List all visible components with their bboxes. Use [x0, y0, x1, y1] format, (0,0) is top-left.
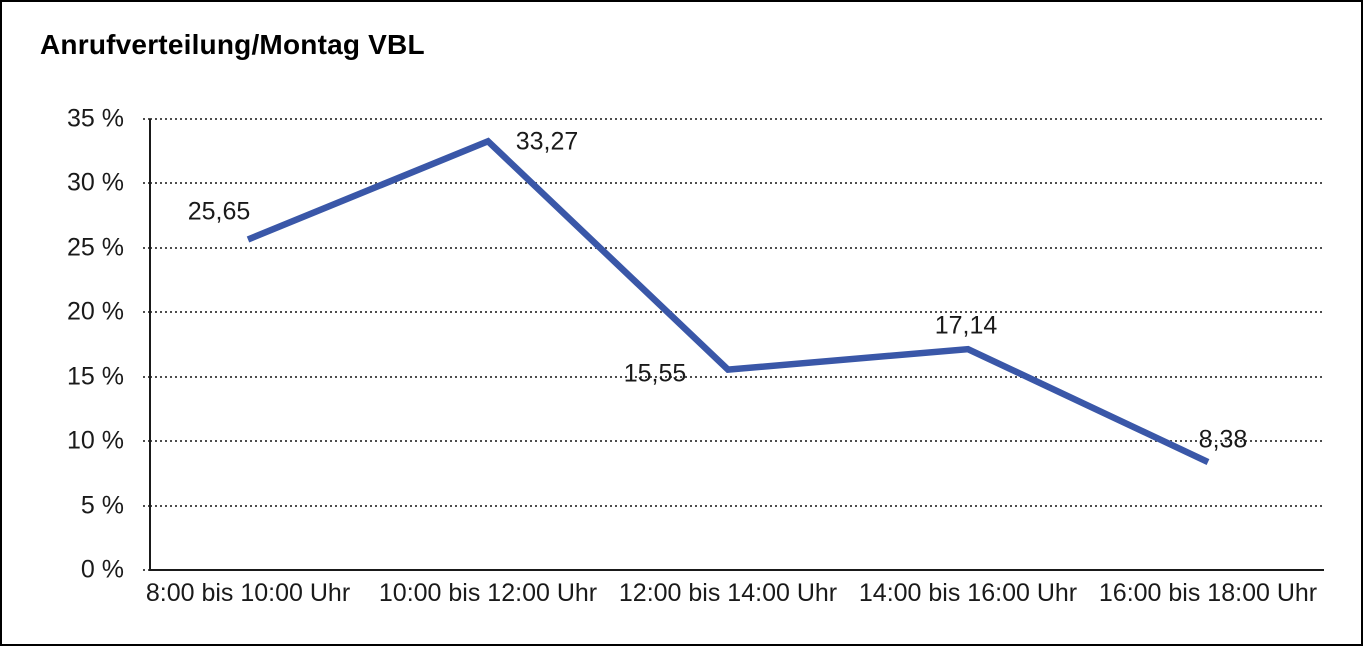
- y-axis-label: 30 %: [67, 168, 124, 197]
- x-axis-label: 12:00 bis 14:00 Uhr: [618, 579, 838, 607]
- gridline: [150, 504, 1324, 507]
- x-axis-label: 14:00 bis 16:00 Uhr: [858, 579, 1078, 607]
- y-axis-tick: [143, 569, 150, 571]
- data-line: [246, 137, 1210, 465]
- y-axis-tick: [143, 440, 150, 443]
- gridline: [150, 311, 1324, 314]
- y-axis-label: 20 %: [67, 297, 124, 326]
- gridline: [150, 182, 1324, 185]
- y-axis-label: 0 %: [80, 555, 124, 584]
- data-label: 17,14: [934, 311, 998, 340]
- y-axis-label: 15 %: [67, 362, 124, 391]
- data-label: 8,38: [1198, 425, 1248, 454]
- y-axis-tick: [143, 375, 150, 378]
- y-axis-tick: [143, 118, 150, 120]
- y-axis-tick: [143, 182, 150, 185]
- y-axis-label: 5 %: [80, 491, 124, 520]
- gridline: [150, 375, 1324, 378]
- y-axis-tick: [143, 504, 150, 507]
- y-axis-label: 35 %: [67, 104, 124, 133]
- y-axis-tick: [143, 311, 150, 314]
- chart-title: Anrufverteilung/Montag VBL: [40, 29, 425, 60]
- gridline: [150, 440, 1324, 443]
- x-axis-label: 10:00 bis 12:00 Uhr: [378, 579, 598, 607]
- y-axis-tick: [143, 246, 150, 249]
- x-axis-line: [149, 569, 1324, 571]
- data-label: 25,65: [187, 197, 251, 226]
- y-axis-label: 10 %: [67, 426, 124, 455]
- data-label: 33,27: [515, 127, 579, 156]
- x-axis-label: 16:00 bis 18:00 Uhr: [1098, 579, 1318, 607]
- y-axis-label: 25 %: [67, 233, 124, 262]
- gridline: [150, 246, 1324, 249]
- data-label: 15,55: [623, 359, 687, 388]
- y-axis-line: [149, 119, 151, 571]
- x-axis-label: 8:00 bis 10:00 Uhr: [145, 579, 351, 607]
- gridline: [150, 118, 1324, 120]
